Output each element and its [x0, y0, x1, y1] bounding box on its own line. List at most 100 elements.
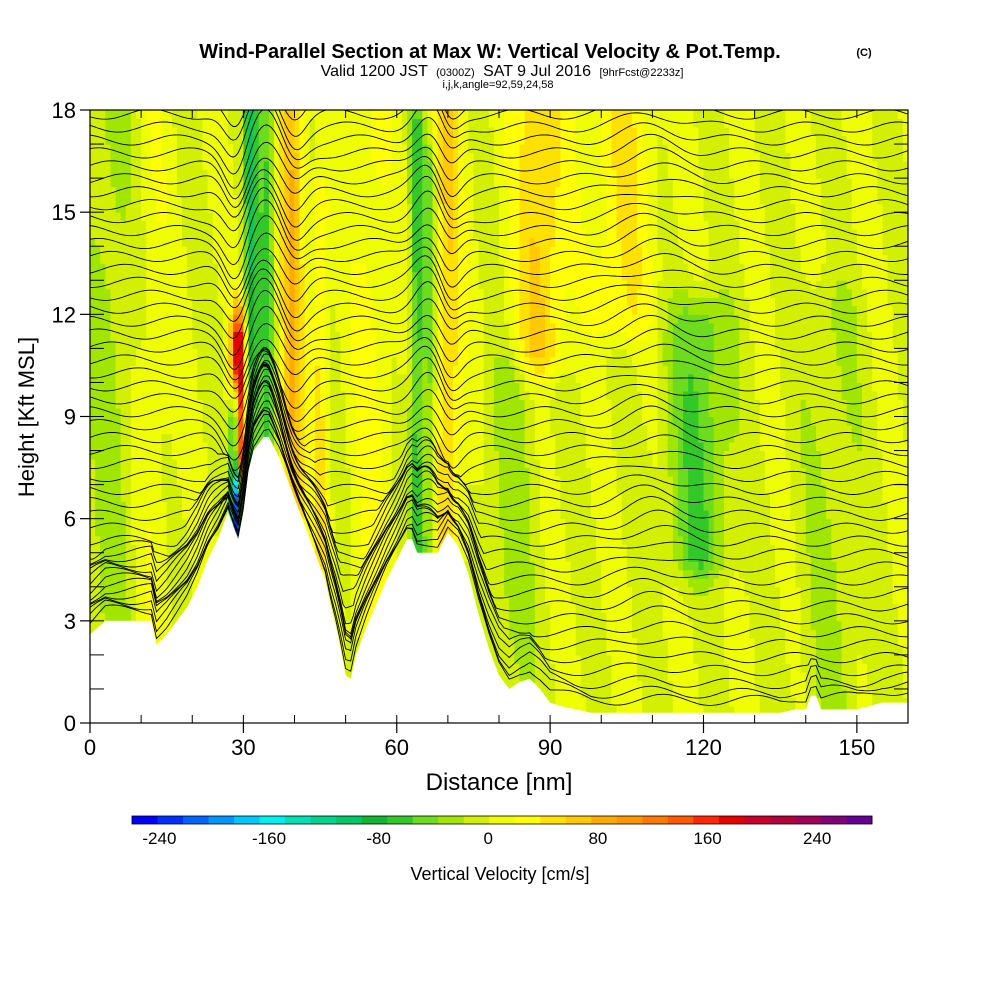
w-cell	[238, 365, 244, 375]
w-cell	[366, 365, 372, 375]
w-cell	[422, 237, 428, 247]
w-cell	[299, 271, 306, 281]
w-cell	[366, 442, 372, 452]
w-cell	[156, 297, 163, 307]
w-cell	[366, 161, 372, 171]
w-cell	[437, 501, 444, 511]
w-cell	[105, 595, 111, 605]
w-cell	[238, 348, 244, 358]
w-cell	[130, 135, 137, 145]
w-cell	[360, 288, 367, 298]
w-cell	[401, 459, 408, 469]
w-cell	[396, 365, 403, 375]
w-cell	[381, 569, 388, 579]
w-cell	[105, 212, 111, 222]
w-cell	[100, 365, 106, 375]
w-cell	[422, 203, 428, 213]
w-cell	[238, 237, 244, 247]
w-cell	[350, 305, 357, 315]
w-cell	[182, 527, 188, 537]
w-cell	[136, 407, 142, 417]
w-cell	[258, 399, 265, 409]
w-cell	[105, 467, 111, 477]
w-cell	[176, 467, 183, 477]
w-cell	[406, 246, 413, 256]
w-cell	[376, 356, 382, 366]
w-cell	[202, 527, 209, 537]
w-cell	[381, 442, 388, 452]
w-cell	[350, 127, 357, 137]
w-cell	[299, 169, 306, 179]
w-cell	[100, 373, 106, 383]
w-cell	[396, 442, 403, 452]
w-cell	[304, 161, 311, 171]
w-cell	[279, 161, 285, 171]
w-cell	[130, 561, 137, 571]
w-cell	[156, 476, 163, 486]
w-cell	[406, 476, 413, 486]
w-cell	[340, 535, 347, 545]
w-cell	[258, 195, 265, 205]
w-cell	[284, 305, 290, 315]
w-cell	[146, 433, 152, 443]
w-cell	[376, 280, 382, 290]
w-cell	[197, 459, 203, 469]
w-cell	[161, 467, 168, 477]
w-cell	[217, 382, 224, 392]
w-cell	[105, 169, 111, 179]
w-cell	[386, 297, 393, 307]
w-cell	[325, 373, 331, 383]
w-cell	[263, 390, 270, 400]
w-cell	[401, 518, 408, 528]
w-cell	[217, 220, 224, 230]
w-cell	[366, 569, 372, 579]
w-cell	[115, 569, 122, 579]
w-cell	[187, 127, 193, 137]
w-cell	[294, 305, 301, 315]
w-cell	[274, 127, 280, 137]
w-cell	[427, 237, 434, 247]
w-cell	[340, 493, 347, 503]
w-cell	[212, 118, 219, 128]
w-cell	[125, 373, 132, 383]
w-cell	[294, 110, 301, 120]
w-cell	[187, 390, 193, 400]
w-cell	[406, 442, 413, 452]
w-cell	[309, 390, 316, 400]
w-cell	[386, 493, 393, 503]
w-cell	[371, 280, 377, 290]
w-cell	[161, 322, 168, 332]
w-cell	[207, 365, 214, 375]
w-cell	[110, 450, 117, 460]
w-cell	[146, 416, 152, 426]
w-cell	[197, 288, 203, 298]
w-cell	[233, 288, 239, 298]
w-cell	[166, 399, 173, 409]
w-cell	[376, 425, 382, 435]
w-cell	[299, 407, 306, 417]
w-cell	[432, 442, 439, 452]
w-cell	[294, 127, 301, 137]
w-cell	[207, 501, 214, 511]
w-cell	[304, 527, 311, 537]
w-cell	[412, 280, 418, 290]
w-cell	[366, 169, 372, 179]
w-cell	[233, 407, 239, 417]
w-cell	[427, 135, 434, 145]
w-cell	[396, 433, 403, 443]
w-cell	[360, 467, 367, 477]
w-cell	[412, 110, 418, 120]
w-cell	[386, 484, 393, 494]
w-cell	[432, 450, 439, 460]
w-cell	[207, 331, 214, 341]
w-cell	[335, 169, 342, 179]
w-cell	[141, 476, 147, 486]
w-cell	[345, 544, 352, 554]
w-cell	[233, 390, 239, 400]
w-cell	[345, 595, 352, 605]
w-cell	[304, 237, 311, 247]
w-cell	[192, 237, 198, 247]
w-cell	[141, 314, 147, 324]
w-cell	[325, 254, 331, 264]
w-cell	[386, 365, 393, 375]
